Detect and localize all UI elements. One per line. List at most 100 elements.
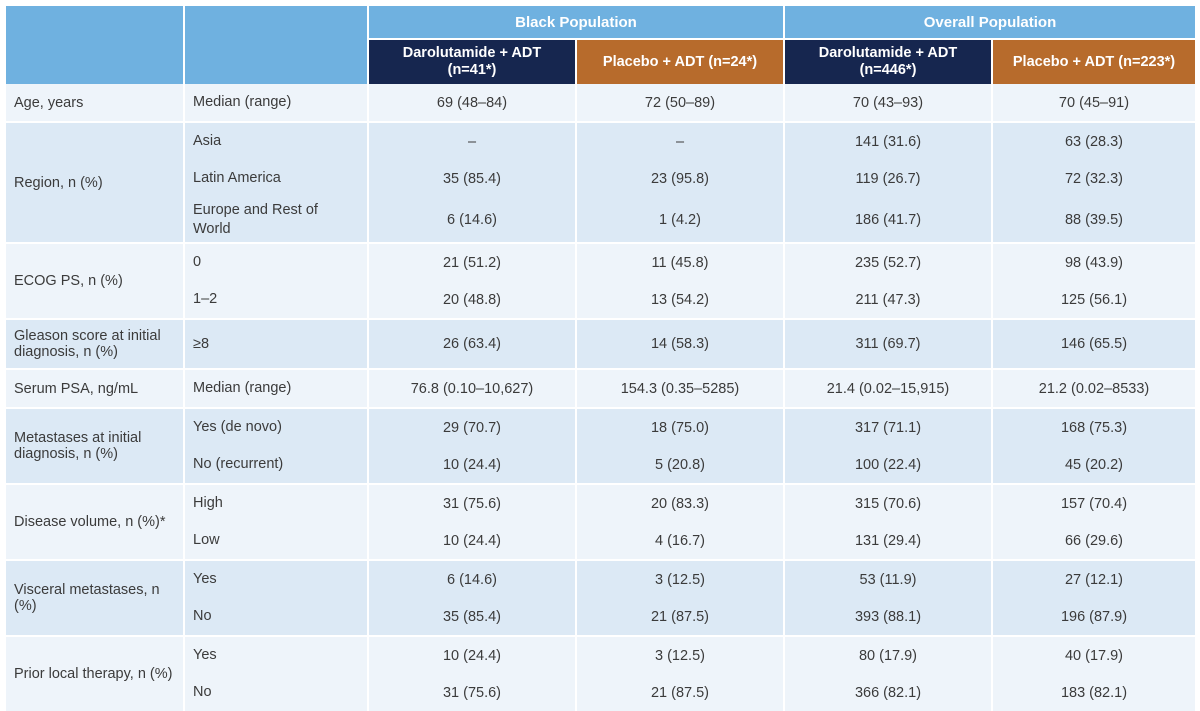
table-row: Metastases at initial diagnosis, n (%) Ye…	[6, 407, 1197, 484]
characteristic-label: Age, years	[6, 84, 185, 122]
value-cell: 6 (14.6)	[368, 559, 577, 598]
value-cell: –	[576, 121, 785, 160]
value-cell: 88 (39.5)	[992, 197, 1197, 243]
header-arm-placebo-overall: Placebo + ADT (n=223*)	[992, 39, 1197, 84]
subcategory-label: ≥8	[184, 318, 369, 369]
characteristic-label: Prior local therapy, n (%)	[6, 635, 185, 711]
subcategory-label: 1–2	[184, 281, 369, 319]
value-cell: 72 (32.3)	[992, 160, 1197, 197]
subcategory-label: Yes (de novo)	[184, 407, 369, 446]
value-cell: 211 (47.3)	[784, 281, 993, 319]
header-blank-characteristic	[6, 6, 185, 84]
value-cell: 98 (43.9)	[992, 242, 1197, 281]
value-cell: 315 (70.6)	[784, 483, 993, 522]
value-cell: 366 (82.1)	[784, 674, 993, 711]
characteristic-label: Gleason score at initial diagnosis, n (%…	[6, 318, 185, 369]
value-cell: 146 (65.5)	[992, 318, 1197, 369]
subcategory-label: Yes	[184, 635, 369, 674]
value-cell: 80 (17.9)	[784, 635, 993, 674]
subcategory-label: No (recurrent)	[184, 446, 369, 484]
subcategory-label: Latin America	[184, 160, 369, 197]
value-cell: 168 (75.3)	[992, 407, 1197, 446]
subcategory-label: 0	[184, 242, 369, 281]
value-cell: 45 (20.2)	[992, 446, 1197, 484]
characteristic-label: Metastases at initial diagnosis, n (%)	[6, 407, 185, 484]
value-cell: 157 (70.4)	[992, 483, 1197, 522]
value-cell: 20 (48.8)	[368, 281, 577, 319]
value-cell: 131 (29.4)	[784, 522, 993, 560]
table-row: Age, years Median (range) 69 (48–84) 72 (50…	[6, 84, 1197, 122]
value-cell: 76.8 (0.10–10,627)	[368, 368, 577, 408]
value-cell: 311 (69.7)	[784, 318, 993, 369]
value-cell: 70 (43–93)	[784, 84, 993, 122]
value-cell: 3 (12.5)	[576, 635, 785, 674]
characteristic-label: Region, n (%)	[6, 121, 185, 243]
characteristic-label: Serum PSA, ng/mL	[6, 368, 185, 408]
value-cell: 35 (85.4)	[368, 160, 577, 197]
subcategory-label: Median (range)	[184, 84, 369, 122]
value-cell: 23 (95.8)	[576, 160, 785, 197]
value-cell: 183 (82.1)	[992, 674, 1197, 711]
table-row: No 35 (85.4) 21 (87.5) 393 (88.1) 196 (87.9)	[6, 598, 1197, 636]
subcategory-label: Yes	[184, 559, 369, 598]
table-row: Prior local therapy, n (%) Yes 10 (24.4) 3 …	[6, 635, 1197, 711]
value-cell: 125 (56.1)	[992, 281, 1197, 319]
value-cell: 14 (58.3)	[576, 318, 785, 369]
value-cell: 63 (28.3)	[992, 121, 1197, 160]
table-row: Disease volume, n (%)* High 31 (75.6) 20 (8…	[6, 483, 1197, 560]
header-arm-darolutamide-black: Darolutamide + ADT (n=41*)	[368, 39, 577, 84]
value-cell: 18 (75.0)	[576, 407, 785, 446]
subcategory-label: Europe and Rest of World	[184, 197, 369, 243]
value-cell: 10 (24.4)	[368, 522, 577, 560]
table-body: Age, years Median (range) 69 (48–84) 72 (50…	[6, 84, 1197, 711]
value-cell: 141 (31.6)	[784, 121, 993, 160]
value-cell: 21.2 (0.02–8533)	[992, 368, 1197, 408]
table-row: No (recurrent) 10 (24.4) 5 (20.8) 100 (22.4…	[6, 446, 1197, 484]
characteristic-label: Visceral metastases, n (%)	[6, 559, 185, 636]
baseline-characteristics-table: Black Population Overall Population Daro…	[6, 6, 1197, 711]
header-arm-darolutamide-overall: Darolutamide + ADT (n=446*)	[784, 39, 993, 84]
characteristic-label: Disease volume, n (%)*	[6, 483, 185, 560]
table-row: Visceral metastases, n (%) Yes 6 (14.6) 3 (…	[6, 559, 1197, 636]
value-cell: 40 (17.9)	[992, 635, 1197, 674]
value-cell: 119 (26.7)	[784, 160, 993, 197]
header-group-black-population: Black Population	[368, 6, 785, 40]
value-cell: 6 (14.6)	[368, 197, 577, 243]
value-cell: 186 (41.7)	[784, 197, 993, 243]
table-row: ECOG PS, n (%) 0 21 (51.2) 11 (45.8) 235 (52…	[6, 242, 1197, 319]
value-cell: 11 (45.8)	[576, 242, 785, 281]
characteristic-label: ECOG PS, n (%)	[6, 242, 185, 319]
value-cell: 31 (75.6)	[368, 674, 577, 711]
header-group-overall-population: Overall Population	[784, 6, 1197, 40]
value-cell: 53 (11.9)	[784, 559, 993, 598]
value-cell: 154.3 (0.35–5285)	[576, 368, 785, 408]
value-cell: 4 (16.7)	[576, 522, 785, 560]
value-cell: 21 (51.2)	[368, 242, 577, 281]
value-cell: –	[368, 121, 577, 160]
subcategory-label: No	[184, 674, 369, 711]
value-cell: 70 (45–91)	[992, 84, 1197, 122]
value-cell: 21.4 (0.02–15,915)	[784, 368, 993, 408]
header-blank-subcategory	[184, 6, 369, 84]
subcategory-label: Median (range)	[184, 368, 369, 408]
table-row: Gleason score at initial diagnosis, n (%…	[6, 318, 1197, 369]
subcategory-label: High	[184, 483, 369, 522]
table-row: No 31 (75.6) 21 (87.5) 366 (82.1) 183 (82.1)	[6, 674, 1197, 711]
value-cell: 31 (75.6)	[368, 483, 577, 522]
value-cell: 393 (88.1)	[784, 598, 993, 636]
value-cell: 100 (22.4)	[784, 446, 993, 484]
table-row: Europe and Rest of World 6 (14.6) 1 (4.2) 1…	[6, 197, 1197, 243]
table-row: Latin America 35 (85.4) 23 (95.8) 119 (26.7…	[6, 160, 1197, 197]
value-cell: 21 (87.5)	[576, 674, 785, 711]
value-cell: 21 (87.5)	[576, 598, 785, 636]
value-cell: 3 (12.5)	[576, 559, 785, 598]
value-cell: 196 (87.9)	[992, 598, 1197, 636]
value-cell: 20 (83.3)	[576, 483, 785, 522]
value-cell: 29 (70.7)	[368, 407, 577, 446]
table-header: Black Population Overall Population Daro…	[6, 6, 1197, 84]
value-cell: 10 (24.4)	[368, 446, 577, 484]
value-cell: 1 (4.2)	[576, 197, 785, 243]
value-cell: 13 (54.2)	[576, 281, 785, 319]
value-cell: 27 (12.1)	[992, 559, 1197, 598]
value-cell: 235 (52.7)	[784, 242, 993, 281]
